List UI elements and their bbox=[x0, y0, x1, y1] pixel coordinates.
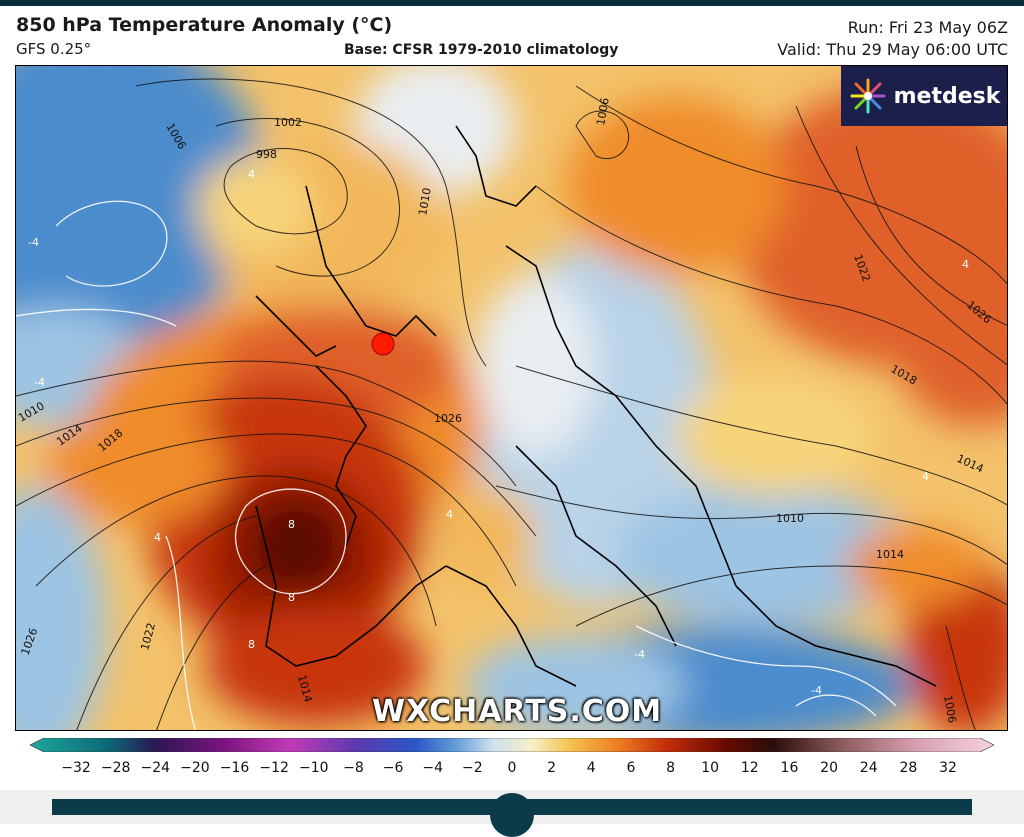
anomaly-label: 4 bbox=[922, 470, 929, 483]
colorbar-tick-label: −28 bbox=[100, 760, 131, 776]
colorbar-tick-label: 10 bbox=[701, 760, 720, 776]
anomaly-label: 4 bbox=[154, 531, 161, 544]
anomaly-contours bbox=[16, 200, 897, 730]
base-climatology-label: Base: CFSR 1979-2010 climatology bbox=[344, 42, 619, 58]
anomaly-label-group: -4 4 8 8 8 -4 4 4 -4 4 -4 4 bbox=[28, 168, 969, 697]
colorbar-tick-label: 12 bbox=[740, 760, 759, 776]
colorbar-tick-label: 20 bbox=[820, 760, 838, 776]
colorbar-tick-label: −12 bbox=[259, 760, 289, 776]
isobar-label: 1010 bbox=[776, 512, 804, 525]
anomaly-label: 4 bbox=[248, 168, 255, 181]
anomaly-label: -4 bbox=[28, 236, 39, 249]
anomaly-field bbox=[16, 66, 1007, 730]
isobar-label: 1006 bbox=[941, 694, 959, 724]
isobar-label: 1006 bbox=[594, 97, 612, 127]
run-label: Run: Fri 23 May 06Z bbox=[847, 18, 1008, 37]
colorbar-tick-label: −16 bbox=[219, 760, 250, 776]
colorbar-tick-label: 2 bbox=[547, 760, 557, 776]
watermark: WXCHARTS.COM bbox=[372, 694, 663, 729]
time-slider[interactable] bbox=[0, 790, 1024, 837]
colorbar-gradient bbox=[30, 738, 994, 752]
logo-text: metdesk bbox=[893, 83, 1001, 109]
anomaly-label: 4 bbox=[446, 508, 453, 521]
anomaly-label: -4 bbox=[811, 684, 822, 697]
metdesk-burst-icon bbox=[850, 78, 886, 114]
map-canvas: 1006 1002 998 1010 1026 1014 1018 1010 1… bbox=[16, 66, 1007, 730]
colorbar-tick-label: 4 bbox=[586, 760, 596, 776]
colorbar bbox=[30, 738, 994, 752]
anomaly-map[interactable]: 1006 1002 998 1010 1026 1014 1018 1010 1… bbox=[15, 65, 1008, 731]
anomaly-label: 8 bbox=[248, 638, 255, 651]
location-marker[interactable] bbox=[371, 332, 395, 356]
colorbar-tick-label: 8 bbox=[666, 760, 675, 776]
colorbar-tick-label: −10 bbox=[299, 760, 329, 776]
slider-track[interactable] bbox=[52, 793, 972, 837]
model-label: GFS 0.25° bbox=[16, 40, 92, 58]
isobar-label: 1014 bbox=[876, 548, 904, 561]
colorbar-tick-label: 28 bbox=[899, 760, 918, 776]
isobar-label: 1026 bbox=[434, 412, 462, 425]
colorbar-tick-label: −4 bbox=[422, 760, 444, 776]
colorbar-tick-label: −20 bbox=[180, 760, 210, 776]
isobar-label: 998 bbox=[256, 148, 277, 161]
chart-title: 850 hPa Temperature Anomaly (°C) bbox=[16, 14, 393, 36]
colorbar-tick-label: −6 bbox=[382, 760, 404, 776]
colorbar-tick-label: 6 bbox=[626, 760, 636, 776]
top-bar bbox=[0, 0, 1024, 6]
anomaly-label: 4 bbox=[962, 258, 969, 271]
colorbar-ticks: −32 −28 −24 −20 −16 −12 −10 −8 −6 −4 −2 0 2 4 6 8 10 12 16… bbox=[30, 760, 994, 780]
colorbar-tick-label: 24 bbox=[859, 760, 878, 776]
anomaly-label: -4 bbox=[634, 648, 645, 661]
colorbar-tick-label: 16 bbox=[780, 760, 799, 776]
colorbar-tick-label: 32 bbox=[939, 760, 957, 776]
colorbar-tick-label: −2 bbox=[462, 760, 483, 776]
metdesk-logo: metdesk bbox=[841, 66, 1007, 126]
coastlines bbox=[255, 125, 937, 687]
anomaly-label: -4 bbox=[34, 376, 45, 389]
colorbar-tick-label: −8 bbox=[343, 760, 364, 776]
isobar-lines bbox=[16, 78, 1007, 730]
slider-thumb[interactable] bbox=[490, 793, 534, 837]
isobar-label: 1010 bbox=[416, 187, 434, 217]
isobar-label: 1002 bbox=[274, 116, 302, 129]
anomaly-label: 8 bbox=[288, 591, 295, 604]
colorbar-tick-label: 0 bbox=[507, 760, 517, 776]
anomaly-label: 8 bbox=[288, 518, 295, 531]
colorbar-tick-label: −32 bbox=[61, 760, 91, 776]
colorbar-tick-label: −24 bbox=[140, 760, 171, 776]
valid-time-label: Valid: Thu 29 May 06:00 UTC bbox=[777, 40, 1008, 59]
